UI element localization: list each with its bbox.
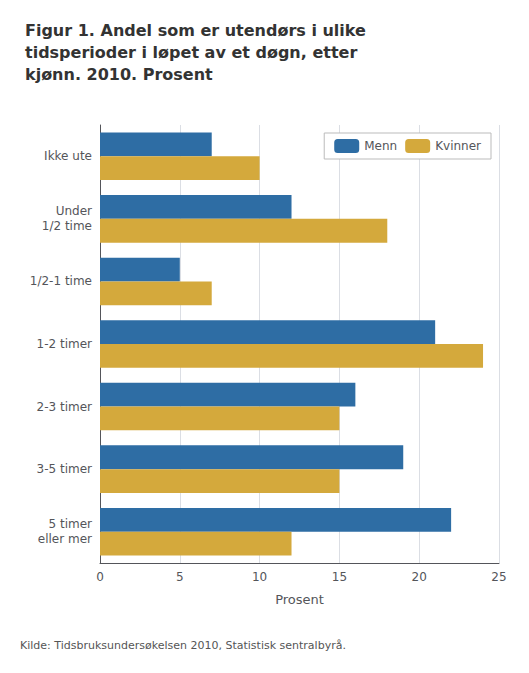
svg-text:eller mer: eller mer	[38, 532, 92, 546]
svg-text:Ikke ute: Ikke ute	[44, 149, 92, 163]
svg-text:Kilde: Tidsbruksundersøkelsen: Kilde: Tidsbruksundersøkelsen 2010, Stat…	[20, 639, 346, 652]
svg-text:Kvinner: Kvinner	[435, 139, 481, 153]
svg-text:kjønn. 2010. Prosent: kjønn. 2010. Prosent	[25, 65, 213, 84]
svg-text:5: 5	[176, 570, 184, 584]
svg-text:Under: Under	[56, 204, 92, 218]
svg-text:20: 20	[412, 570, 427, 584]
svg-text:1/2-1 time: 1/2-1 time	[30, 274, 92, 288]
svg-text:25: 25	[491, 570, 506, 584]
svg-text:Menn: Menn	[364, 139, 397, 153]
svg-text:15: 15	[332, 570, 347, 584]
svg-text:5 timer: 5 timer	[49, 517, 93, 531]
svg-text:1/2 time: 1/2 time	[42, 219, 92, 233]
svg-text:Figur 1. Andel som er utendørs: Figur 1. Andel som er utendørs i ulike	[25, 21, 366, 40]
svg-text:3-5 timer: 3-5 timer	[37, 462, 93, 476]
svg-text:Prosent: Prosent	[275, 592, 324, 607]
svg-text:2-3 timer: 2-3 timer	[37, 400, 93, 414]
svg-text:10: 10	[252, 570, 267, 584]
svg-text:0: 0	[96, 570, 104, 584]
svg-text:1-2 timer: 1-2 timer	[37, 337, 93, 351]
svg-text:tidsperioder i løpet av et døg: tidsperioder i løpet av et døgn, etter	[25, 43, 357, 62]
